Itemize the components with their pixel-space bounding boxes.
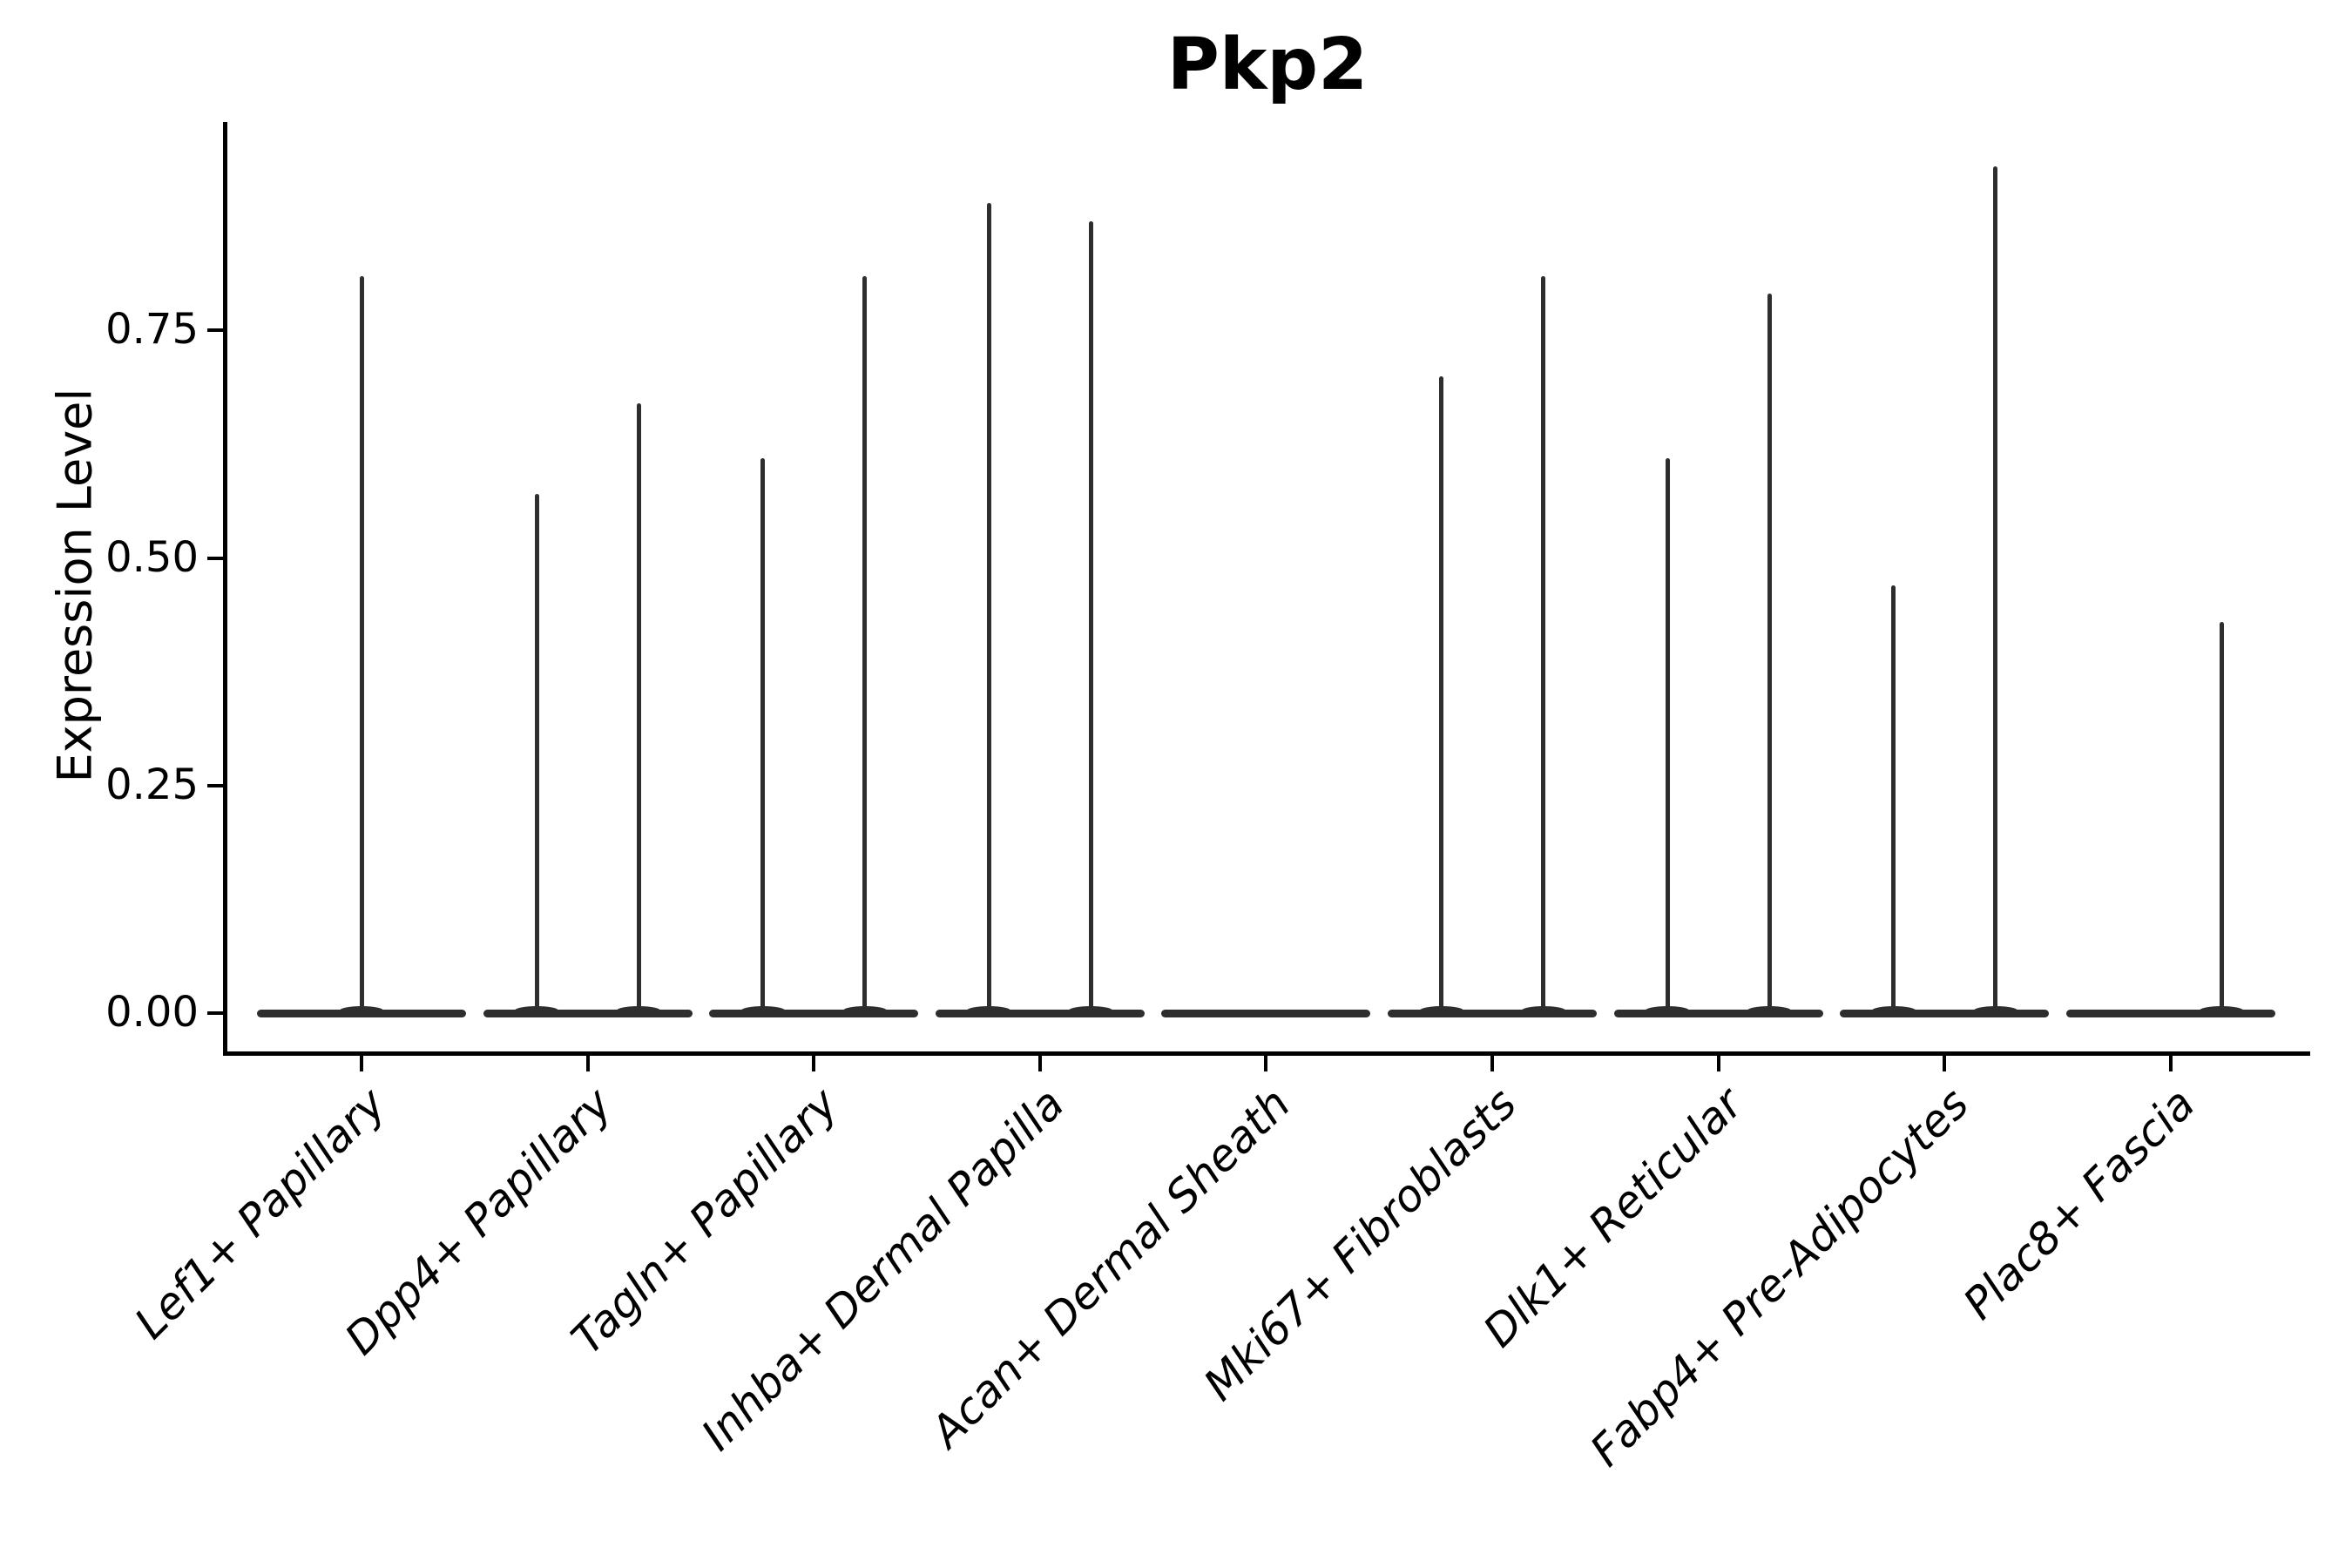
violin-base <box>1840 1009 2050 1017</box>
y-tick-label: 0.50 <box>105 532 199 582</box>
violin-spike <box>1541 275 1545 1013</box>
violin-spike <box>2219 621 2224 1013</box>
x-tick-mark <box>585 1056 590 1071</box>
y-tick-label: 0.75 <box>105 305 199 355</box>
x-tick-mark <box>360 1056 363 1071</box>
violin-base <box>709 1009 919 1017</box>
violin-base <box>483 1009 693 1017</box>
x-tick-mark <box>1264 1056 1268 1071</box>
y-tick-mark <box>207 1011 223 1015</box>
violin-spike <box>1767 294 1772 1013</box>
violin-spike <box>986 202 991 1013</box>
violin-spike <box>1088 220 1093 1013</box>
y-tick-mark <box>207 328 223 333</box>
violin-spike <box>1665 457 1670 1013</box>
violin-base <box>1388 1009 1597 1017</box>
violin-spike <box>760 457 766 1013</box>
x-tick-mark <box>1943 1056 1947 1071</box>
chart-title: Pkp2 <box>1166 24 1369 106</box>
violin-base <box>1161 1009 1371 1017</box>
y-axis-line <box>223 122 227 1056</box>
violin-spike <box>862 275 868 1013</box>
violin-spike <box>1993 166 1998 1013</box>
violin-base <box>2065 1009 2275 1017</box>
y-tick-mark <box>207 783 223 787</box>
x-tick-mark <box>1037 1056 1042 1071</box>
x-tick-mark <box>1716 1056 1720 1071</box>
x-tick-mark <box>812 1056 816 1071</box>
x-tick-mark <box>1490 1056 1494 1071</box>
violin-base <box>935 1009 1145 1017</box>
x-axis-line <box>223 1051 2310 1056</box>
violin-spike <box>1439 375 1443 1013</box>
y-tick-mark <box>207 556 223 560</box>
y-tick-label: 0.25 <box>105 760 199 809</box>
violin-spike <box>1891 585 1896 1013</box>
violin-base <box>1613 1009 1823 1017</box>
x-tick-label: Dpp4+ Papillary <box>335 1078 622 1365</box>
y-tick-label: 0.00 <box>105 988 199 1037</box>
violin-spike <box>359 275 364 1013</box>
x-tick-mark <box>2168 1056 2173 1071</box>
violin-spike <box>534 494 539 1013</box>
violin-spike <box>636 402 641 1013</box>
y-axis-label: Expression Level <box>47 388 103 783</box>
